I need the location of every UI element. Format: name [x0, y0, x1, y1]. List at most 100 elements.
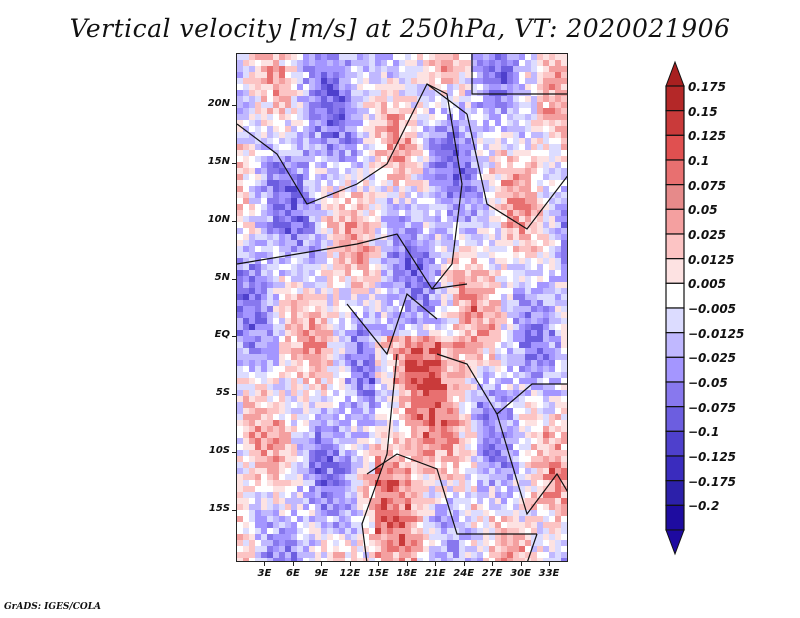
field-cell	[459, 348, 465, 354]
field-cell	[417, 60, 423, 66]
field-cell	[549, 264, 555, 270]
field-cell	[561, 204, 567, 210]
field-cell	[351, 306, 357, 312]
field-cell	[507, 78, 513, 84]
field-cell	[489, 336, 495, 342]
field-cell	[567, 150, 568, 156]
field-cell	[309, 210, 315, 216]
field-cell	[483, 402, 489, 408]
field-cell	[381, 378, 387, 384]
field-cell	[351, 132, 357, 138]
field-cell	[513, 270, 519, 276]
field-cell	[321, 306, 327, 312]
field-cell	[357, 84, 363, 90]
field-cell	[315, 486, 321, 492]
field-cell	[543, 426, 549, 432]
field-cell	[243, 558, 249, 561]
field-cell	[381, 402, 387, 408]
field-cell	[315, 168, 321, 174]
field-cell	[387, 414, 393, 420]
field-cell	[345, 522, 351, 528]
field-cell	[567, 408, 568, 414]
field-cell	[243, 324, 249, 330]
field-cell	[537, 468, 543, 474]
field-cell	[525, 450, 531, 456]
field-cell	[273, 252, 279, 258]
field-cell	[333, 66, 339, 72]
field-cell	[543, 324, 549, 330]
field-cell	[405, 264, 411, 270]
field-cell	[285, 156, 291, 162]
field-cell	[477, 108, 483, 114]
field-cell	[423, 102, 429, 108]
field-cell	[297, 264, 303, 270]
field-cell	[519, 366, 525, 372]
field-cell	[477, 204, 483, 210]
field-cell	[477, 318, 483, 324]
field-cell	[249, 420, 255, 426]
field-cell	[387, 66, 393, 72]
field-cell	[423, 60, 429, 66]
field-cell	[531, 90, 537, 96]
field-cell	[495, 510, 501, 516]
field-cell	[375, 96, 381, 102]
field-cell	[495, 144, 501, 150]
field-cell	[363, 444, 369, 450]
field-cell	[465, 288, 471, 294]
field-cell	[267, 72, 273, 78]
field-cell	[567, 66, 568, 72]
field-cell	[429, 174, 435, 180]
field-cell	[513, 234, 519, 240]
field-cell	[339, 102, 345, 108]
field-cell	[261, 444, 267, 450]
field-cell	[423, 468, 429, 474]
field-cell	[465, 168, 471, 174]
field-cell	[489, 396, 495, 402]
field-cell	[411, 270, 417, 276]
lat-tick-label: EQ	[214, 329, 230, 341]
field-cell	[279, 492, 285, 498]
field-cell	[477, 306, 483, 312]
field-cell	[315, 288, 321, 294]
field-cell	[465, 126, 471, 132]
field-cell	[513, 408, 519, 414]
field-cell	[327, 528, 333, 534]
field-cell	[315, 108, 321, 114]
field-cell	[561, 174, 567, 180]
field-cell	[519, 252, 525, 258]
field-cell	[393, 534, 399, 540]
field-cell	[381, 222, 387, 228]
field-cell	[531, 378, 537, 384]
field-cell	[555, 240, 561, 246]
field-cell	[267, 546, 273, 552]
field-cell	[411, 312, 417, 318]
field-cell	[291, 510, 297, 516]
field-cell	[453, 186, 459, 192]
field-cell	[267, 486, 273, 492]
field-cell	[321, 330, 327, 336]
field-cell	[327, 132, 333, 138]
field-cell	[453, 150, 459, 156]
field-cell	[549, 306, 555, 312]
field-cell	[393, 54, 399, 60]
field-cell	[423, 66, 429, 72]
field-cell	[471, 96, 477, 102]
field-cell	[273, 330, 279, 336]
field-cell	[267, 306, 273, 312]
field-cell	[399, 486, 405, 492]
field-cell	[291, 420, 297, 426]
field-cell	[441, 324, 447, 330]
field-cell	[315, 456, 321, 462]
field-cell	[297, 60, 303, 66]
field-cell	[363, 336, 369, 342]
field-cell	[567, 90, 568, 96]
lon-tick-mark	[292, 562, 294, 566]
field-cell	[405, 270, 411, 276]
field-cell	[327, 450, 333, 456]
field-cell	[435, 372, 441, 378]
field-cell	[447, 426, 453, 432]
field-cell	[315, 90, 321, 96]
field-cell	[405, 300, 411, 306]
field-cell	[363, 270, 369, 276]
field-cell	[549, 282, 555, 288]
